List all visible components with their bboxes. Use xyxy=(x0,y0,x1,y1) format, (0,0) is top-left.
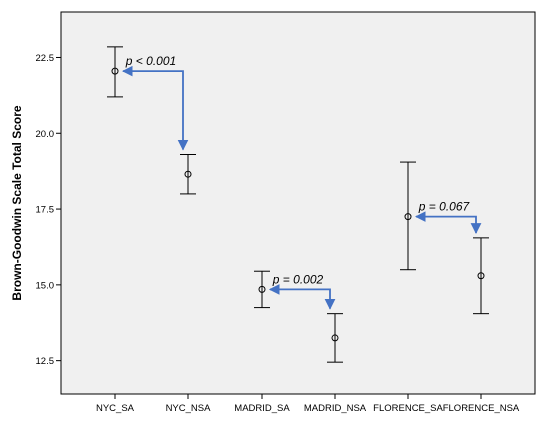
significance-arrows: p < 0.001 p = 0.002 p = 0.067 xyxy=(121,54,482,310)
arrow-line xyxy=(268,284,336,310)
y-axis-label: Brown-Goodwin Scale Total Score xyxy=(10,105,24,300)
error-bar-nyc-sa xyxy=(107,46,123,98)
mean-marker xyxy=(184,170,192,178)
significance-arrow: p = 0.067 xyxy=(414,200,482,234)
y-tick-label: 12.5 xyxy=(36,356,55,367)
p-value-label: p < 0.001 xyxy=(125,54,176,68)
x-tick-label: FLORENCE_SA xyxy=(373,403,443,414)
data-points xyxy=(107,46,489,363)
error-bar-madrid-sa xyxy=(254,270,270,309)
error-bar-florence-nsa xyxy=(473,237,489,315)
mean-marker xyxy=(477,272,485,280)
y-axis-ticks: 12.5 15.0 17.5 20.0 22.5 xyxy=(36,53,61,367)
y-tick-label: 17.5 xyxy=(36,205,55,216)
mean-marker xyxy=(111,67,119,75)
error-bar-florence-sa xyxy=(400,161,416,271)
mean-marker xyxy=(404,213,412,221)
x-tick-label: MADRID_SA xyxy=(234,403,290,414)
mean-marker xyxy=(331,334,339,342)
error-bar-madrid-nsa xyxy=(327,313,343,363)
significance-arrow: p < 0.001 xyxy=(121,54,189,151)
arrow-line xyxy=(121,65,189,151)
p-value-label: p = 0.067 xyxy=(418,200,471,214)
x-tick-label: NYC_NSA xyxy=(166,403,212,414)
significance-arrow: p = 0.002 xyxy=(268,272,336,310)
p-value-label: p = 0.002 xyxy=(272,272,324,286)
x-tick-label: FLORENCE_NSA xyxy=(443,403,520,414)
error-bar-nyc-nsa xyxy=(180,153,196,195)
arrow-line xyxy=(414,211,482,234)
mean-marker xyxy=(258,285,266,293)
y-tick-label: 15.0 xyxy=(36,280,55,291)
y-tick-label: 20.0 xyxy=(36,129,55,140)
x-tick-label: NYC_SA xyxy=(96,403,135,414)
x-tick-label: MADRID_NSA xyxy=(304,403,367,414)
x-axis-ticks: NYC_SA NYC_NSA MADRID_SA MADRID_NSA FLORENCE… xyxy=(96,394,520,414)
y-tick-label: 22.5 xyxy=(36,53,55,64)
